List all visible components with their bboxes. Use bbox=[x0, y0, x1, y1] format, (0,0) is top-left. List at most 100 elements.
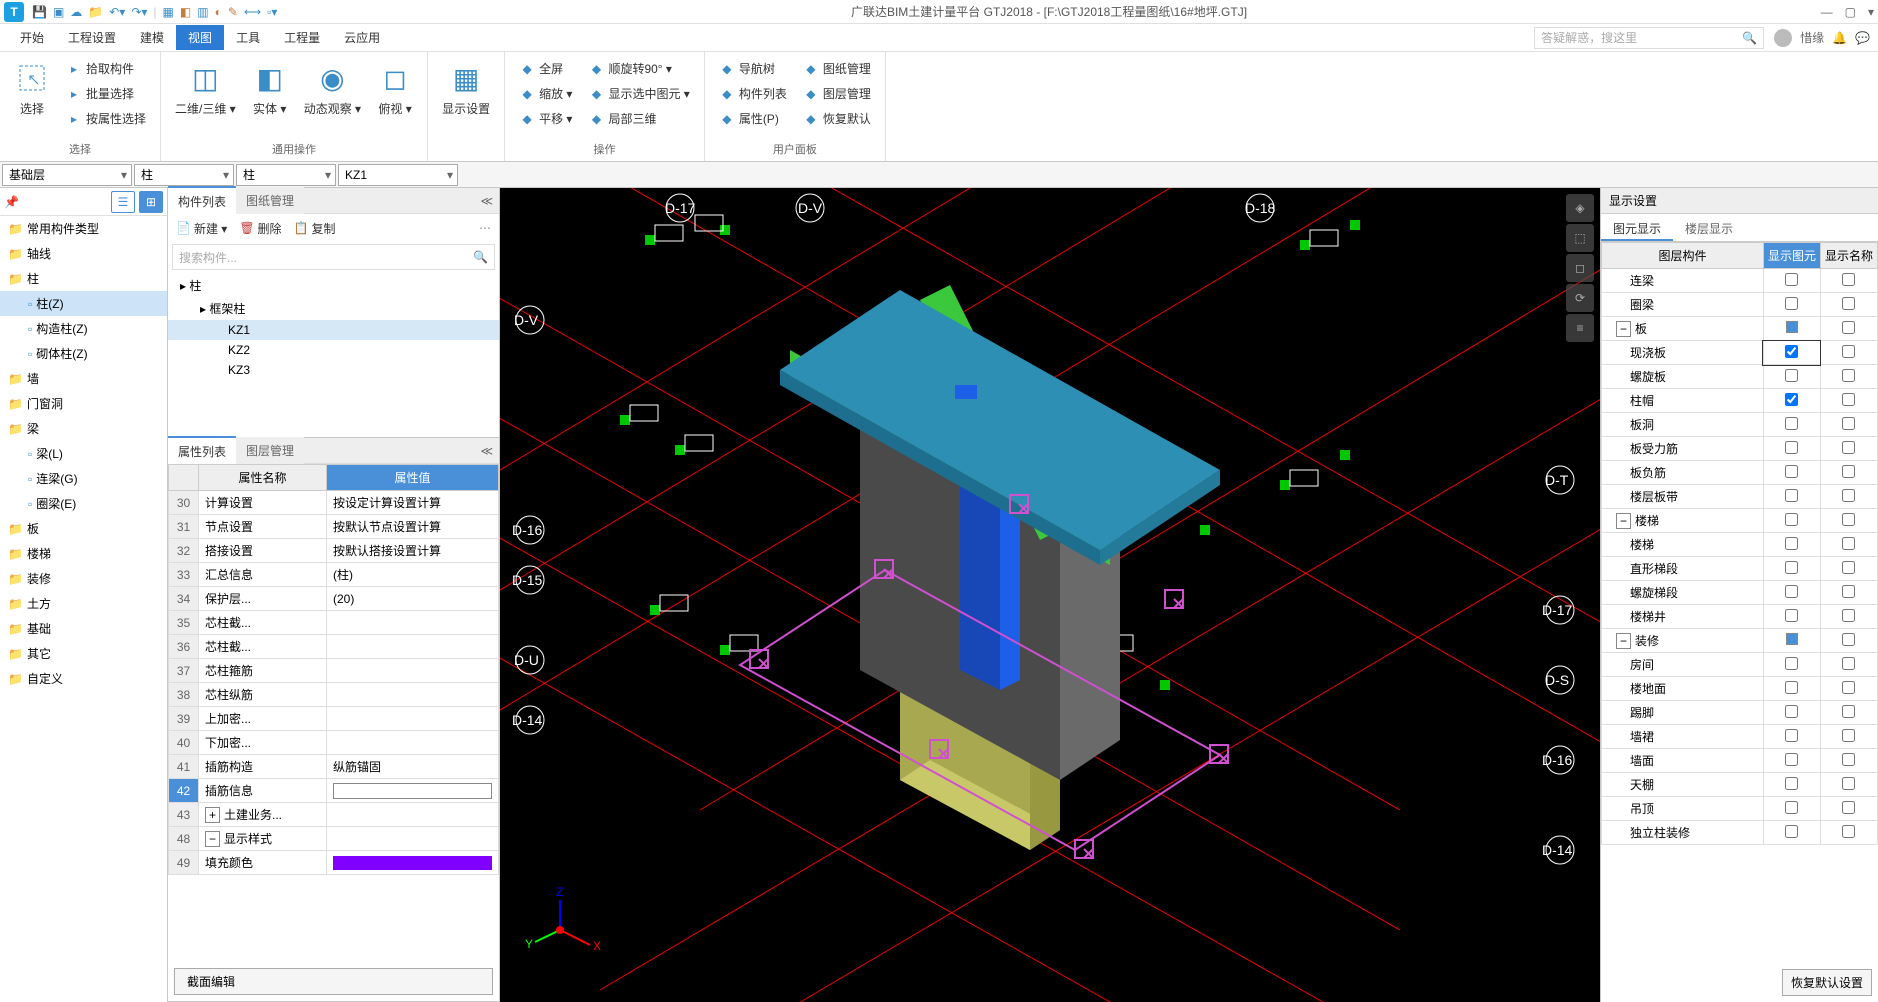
component-search[interactable]: 搜索构件... 🔍 bbox=[172, 244, 495, 270]
new-button[interactable]: 📄新建 ▾ bbox=[176, 220, 227, 237]
menu-云应用[interactable]: 云应用 bbox=[332, 25, 392, 50]
tab-element-display[interactable]: 图元显示 bbox=[1601, 214, 1673, 241]
qat-cloud-icon[interactable]: ☁ bbox=[70, 5, 82, 19]
display-row-吊顶[interactable]: 吊顶 bbox=[1602, 797, 1878, 821]
qat-tool2-icon[interactable]: ◧ bbox=[180, 5, 191, 19]
display-row-踢脚[interactable]: 踢脚 bbox=[1602, 701, 1878, 725]
prop-row-42[interactable]: 42插筋信息 bbox=[169, 779, 499, 803]
display-row-楼梯[interactable]: 楼梯 bbox=[1602, 533, 1878, 557]
delete-button[interactable]: 🗑删除 bbox=[239, 220, 281, 237]
vp-rotate-icon[interactable]: ⟳ bbox=[1566, 284, 1594, 312]
selector-2[interactable]: 柱 bbox=[236, 164, 336, 186]
selector-0[interactable]: 基础层 bbox=[2, 164, 132, 186]
notification-icon[interactable]: 🔔 bbox=[1832, 31, 1847, 45]
ribbon-实体[interactable]: ◧实体 ▾ bbox=[246, 56, 294, 121]
grid-view-button[interactable]: ⊞ bbox=[139, 191, 163, 213]
nav-梁[interactable]: 📁 梁 bbox=[0, 416, 167, 441]
nav-柱(Z)[interactable]: ▫ 柱(Z) bbox=[0, 291, 167, 316]
prop-row-49[interactable]: 49填充颜色 bbox=[169, 851, 499, 875]
section-edit-button[interactable]: 截面编辑 bbox=[174, 968, 493, 995]
menu-建模[interactable]: 建模 bbox=[128, 25, 176, 50]
nav-常用构件类型[interactable]: 📁 常用构件类型 bbox=[0, 216, 167, 241]
prop-row-38[interactable]: 38芯柱纵筋 bbox=[169, 683, 499, 707]
select-button[interactable]: 选择 bbox=[8, 56, 56, 121]
display-row-螺旋板[interactable]: 螺旋板 bbox=[1602, 365, 1878, 389]
prop-row-37[interactable]: 37芯柱箍筋 bbox=[169, 659, 499, 683]
ribbon-[interactable]: ◆平移 ▾ bbox=[517, 108, 574, 129]
qat-tool3-icon[interactable]: ▥ bbox=[197, 5, 208, 19]
vp-cube-icon[interactable]: ◻ bbox=[1566, 254, 1594, 282]
ribbon-[interactable]: ◆属性(P) bbox=[717, 108, 789, 129]
qat-tool5-icon[interactable]: ✎ bbox=[228, 5, 238, 19]
list-view-button[interactable]: ☰ bbox=[111, 191, 135, 213]
nav-自定义[interactable]: 📁 自定义 bbox=[0, 666, 167, 691]
ribbon-[interactable]: ◆导航树 bbox=[717, 58, 789, 79]
qat-tool6-icon[interactable]: ▫▾ bbox=[267, 5, 277, 19]
prop-row-48[interactable]: 48−显示样式 bbox=[169, 827, 499, 851]
ribbon-[interactable]: ◆局部三维 bbox=[586, 108, 691, 129]
ribbon-[interactable]: ◆恢复默认 bbox=[801, 108, 873, 129]
nav-梁(L)[interactable]: ▫ 梁(L) bbox=[0, 441, 167, 466]
comp-KZ2[interactable]: KZ2 bbox=[168, 340, 499, 360]
tab-floor-display[interactable]: 楼层显示 bbox=[1673, 214, 1745, 241]
nav-门窗洞[interactable]: 📁 门窗洞 bbox=[0, 391, 167, 416]
prop-row-33[interactable]: 33汇总信息(柱) bbox=[169, 563, 499, 587]
ribbon-[interactable]: ◆全屏 bbox=[517, 58, 574, 79]
ribbon-[interactable]: ◆构件列表 bbox=[717, 83, 789, 104]
ribbon-[interactable]: ◆显示选中图元 ▾ bbox=[586, 83, 691, 104]
prop-row-32[interactable]: 32搭接设置按默认搭接设置计算 bbox=[169, 539, 499, 563]
ribbon-按属性选择[interactable]: ▸按属性选择 bbox=[64, 108, 148, 129]
qat-undo-icon[interactable]: ↶▾ bbox=[109, 5, 125, 19]
tab-layer-mgr[interactable]: 图层管理 bbox=[236, 437, 304, 464]
prop-row-34[interactable]: 34保护层...(20) bbox=[169, 587, 499, 611]
tab-drawing-mgr[interactable]: 图纸管理 bbox=[236, 187, 304, 214]
display-row-墙裙[interactable]: 墙裙 bbox=[1602, 725, 1878, 749]
3d-viewport[interactable]: D-17 D-V D-18 D-V D-16 D-15 D-U D-14 D-T… bbox=[500, 188, 1600, 1002]
ribbon-二维/三维[interactable]: ◫二维/三维 ▾ bbox=[169, 56, 242, 121]
vp-view-icon[interactable]: ⬚ bbox=[1566, 224, 1594, 252]
display-row-楼梯井[interactable]: 楼梯井 bbox=[1602, 605, 1878, 629]
menu-工具[interactable]: 工具 bbox=[224, 25, 272, 50]
qat-measure-icon[interactable]: ⟷ bbox=[244, 5, 261, 19]
prop-row-36[interactable]: 36芯柱截... bbox=[169, 635, 499, 659]
nav-圈梁(E)[interactable]: ▫ 圈梁(E) bbox=[0, 491, 167, 516]
nav-土方[interactable]: 📁 土方 bbox=[0, 591, 167, 616]
prop-row-43[interactable]: 43+土建业务... bbox=[169, 803, 499, 827]
ribbon-[interactable]: ◆图纸管理 bbox=[801, 58, 873, 79]
comp-KZ3[interactable]: KZ3 bbox=[168, 360, 499, 380]
qat-save-icon[interactable]: 💾 bbox=[32, 5, 47, 19]
prop-row-30[interactable]: 30计算设置按设定计算设置计算 bbox=[169, 491, 499, 515]
user-avatar[interactable] bbox=[1774, 29, 1792, 47]
comp-▸ 框架柱[interactable]: ▸ 框架柱 bbox=[168, 297, 499, 320]
display-row-现浇板[interactable]: 现浇板 bbox=[1602, 341, 1878, 365]
pin-icon[interactable]: 📌 bbox=[4, 195, 19, 209]
display-row-天棚[interactable]: 天棚 bbox=[1602, 773, 1878, 797]
ribbon-批量选择[interactable]: ▸批量选择 bbox=[64, 83, 148, 104]
help-search-input[interactable]: 答疑解惑，搜这里 🔍 bbox=[1534, 27, 1764, 49]
qat-folder-icon[interactable]: 📁 bbox=[88, 5, 103, 19]
display-row-直形梯段[interactable]: 直形梯段 bbox=[1602, 557, 1878, 581]
panel-close-icon[interactable]: ≪ bbox=[480, 444, 493, 458]
display-row-螺旋梯段[interactable]: 螺旋梯段 bbox=[1602, 581, 1878, 605]
display-row-楼地面[interactable]: 楼地面 bbox=[1602, 677, 1878, 701]
menu-视图[interactable]: 视图 bbox=[176, 25, 224, 50]
display-row-连梁[interactable]: 连梁 bbox=[1602, 269, 1878, 293]
display-row-墙面[interactable]: 墙面 bbox=[1602, 749, 1878, 773]
username[interactable]: 惜缘 bbox=[1800, 29, 1824, 46]
display-row-楼梯[interactable]: −楼梯 bbox=[1602, 509, 1878, 533]
selector-1[interactable]: 柱 bbox=[134, 164, 234, 186]
prop-row-39[interactable]: 39上加密... bbox=[169, 707, 499, 731]
more-icon[interactable]: ⋯ bbox=[479, 221, 491, 235]
nav-连梁(G)[interactable]: ▫ 连梁(G) bbox=[0, 466, 167, 491]
prop-row-40[interactable]: 40下加密... bbox=[169, 731, 499, 755]
display-row-圈梁[interactable]: 圈梁 bbox=[1602, 293, 1878, 317]
menu-开始[interactable]: 开始 bbox=[8, 25, 56, 50]
nav-砌体柱(Z)[interactable]: ▫ 砌体柱(Z) bbox=[0, 341, 167, 366]
comp-KZ1[interactable]: KZ1 bbox=[168, 320, 499, 340]
menu-工程量[interactable]: 工程量 bbox=[272, 25, 332, 50]
vp-layers-icon[interactable]: ≡ bbox=[1566, 314, 1594, 342]
prop-row-41[interactable]: 41插筋构造纵筋锚固 bbox=[169, 755, 499, 779]
copy-button[interactable]: 📋复制 bbox=[294, 220, 336, 237]
chat-icon[interactable]: 💬 bbox=[1855, 31, 1870, 45]
ribbon-俯视[interactable]: ◻俯视 ▾ bbox=[371, 56, 419, 121]
